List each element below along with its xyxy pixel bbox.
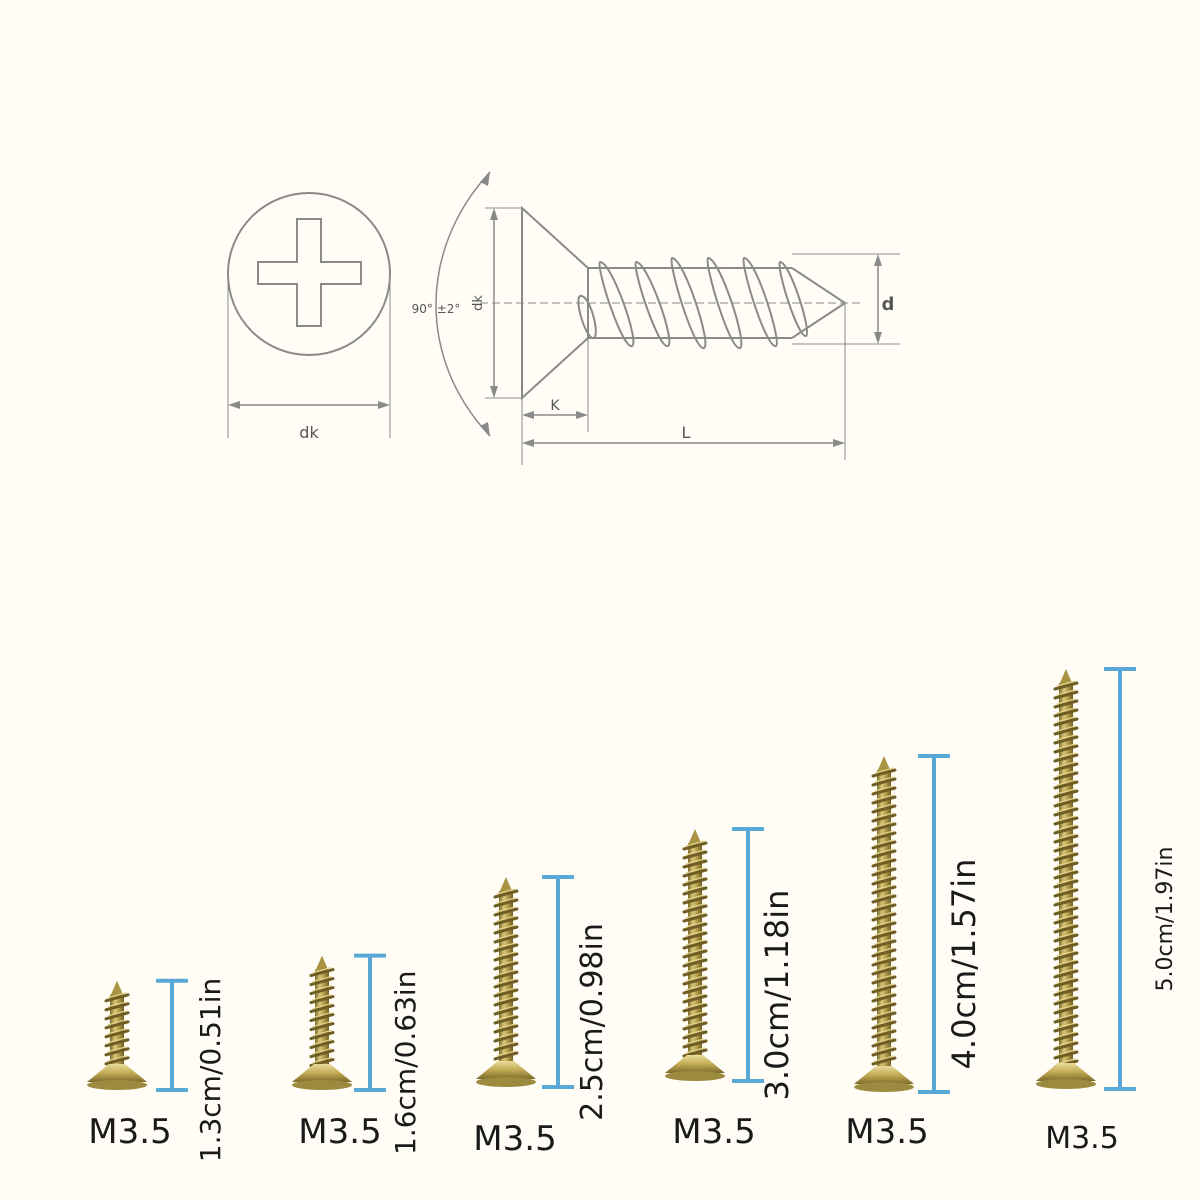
screw-tip — [110, 980, 124, 997]
screw-length-label: 1.3cm/0.51in — [194, 978, 227, 1163]
angle-label: 90° ±2° — [412, 302, 461, 316]
screw-head — [1036, 1063, 1096, 1081]
screw-threads — [682, 840, 708, 1058]
screw-head-face — [292, 1080, 352, 1090]
screw-head — [292, 1064, 352, 1082]
screw-tip — [688, 829, 702, 845]
screw-head-face — [87, 1080, 147, 1090]
screw-spec-label: M3.5 — [298, 1112, 381, 1152]
length-bracket — [156, 978, 188, 1092]
screw-length-label: 4.0cm/1.57in — [945, 859, 983, 1070]
screw-spec-label: M3.5 — [1045, 1121, 1119, 1156]
screw-item: 1.3cm/0.51in M3.5 — [87, 978, 227, 1163]
screw-threads — [493, 888, 519, 1061]
screw-threads — [309, 967, 335, 1068]
head-diameter-label: dk — [299, 423, 319, 442]
screw-head — [87, 1064, 147, 1082]
screw-spec-label: M3.5 — [473, 1119, 556, 1159]
screw-length-label: 5.0cm/1.97in — [1153, 847, 1178, 992]
side-head-diameter-label: dk — [471, 295, 486, 311]
screw-length-label: 3.0cm/1.18in — [758, 890, 796, 1101]
screw-head-face — [854, 1082, 914, 1092]
screw-head-face — [665, 1071, 725, 1081]
length-label: L — [682, 423, 691, 442]
length-bracket — [542, 875, 574, 1089]
screw-head — [476, 1061, 536, 1079]
screw-head-face — [1036, 1079, 1096, 1089]
screw-spec-label: M3.5 — [672, 1112, 755, 1152]
screw-length-label: 1.6cm/0.63in — [389, 971, 422, 1156]
screw-threads — [104, 992, 130, 1066]
screw-length-label: 2.5cm/0.98in — [575, 923, 610, 1121]
head-top-view — [227, 192, 391, 438]
screw-spec-label: M3.5 — [88, 1112, 171, 1152]
technical-drawing: dk — [227, 171, 900, 465]
length-bracket — [1104, 667, 1136, 1091]
screw-tip — [315, 955, 329, 972]
screw-threads — [1053, 680, 1079, 1069]
screw-head-face — [476, 1077, 536, 1087]
screw-item: 4.0cm/1.57in M3.5 — [845, 754, 983, 1152]
thread-diameter-label: d — [882, 294, 895, 315]
screw-side-view — [480, 205, 860, 401]
screw-tip — [877, 756, 891, 772]
screw-spec-label: M3.5 — [845, 1112, 928, 1152]
screw-head — [854, 1066, 914, 1084]
screw-item: 5.0cm/1.97in M3.5 — [1036, 667, 1178, 1156]
length-bracket — [918, 754, 950, 1094]
length-bracket — [732, 827, 764, 1083]
screw-tip — [499, 877, 513, 893]
screw-tip — [1059, 669, 1073, 685]
phillips-cross-icon — [257, 218, 362, 327]
screw-head — [665, 1055, 725, 1073]
length-bracket — [354, 953, 386, 1092]
angle-arc — [435, 171, 491, 437]
screw-threads — [871, 767, 897, 1066]
head-height-label: K — [550, 398, 560, 414]
screw-item: 2.5cm/0.98in M3.5 — [473, 875, 610, 1159]
